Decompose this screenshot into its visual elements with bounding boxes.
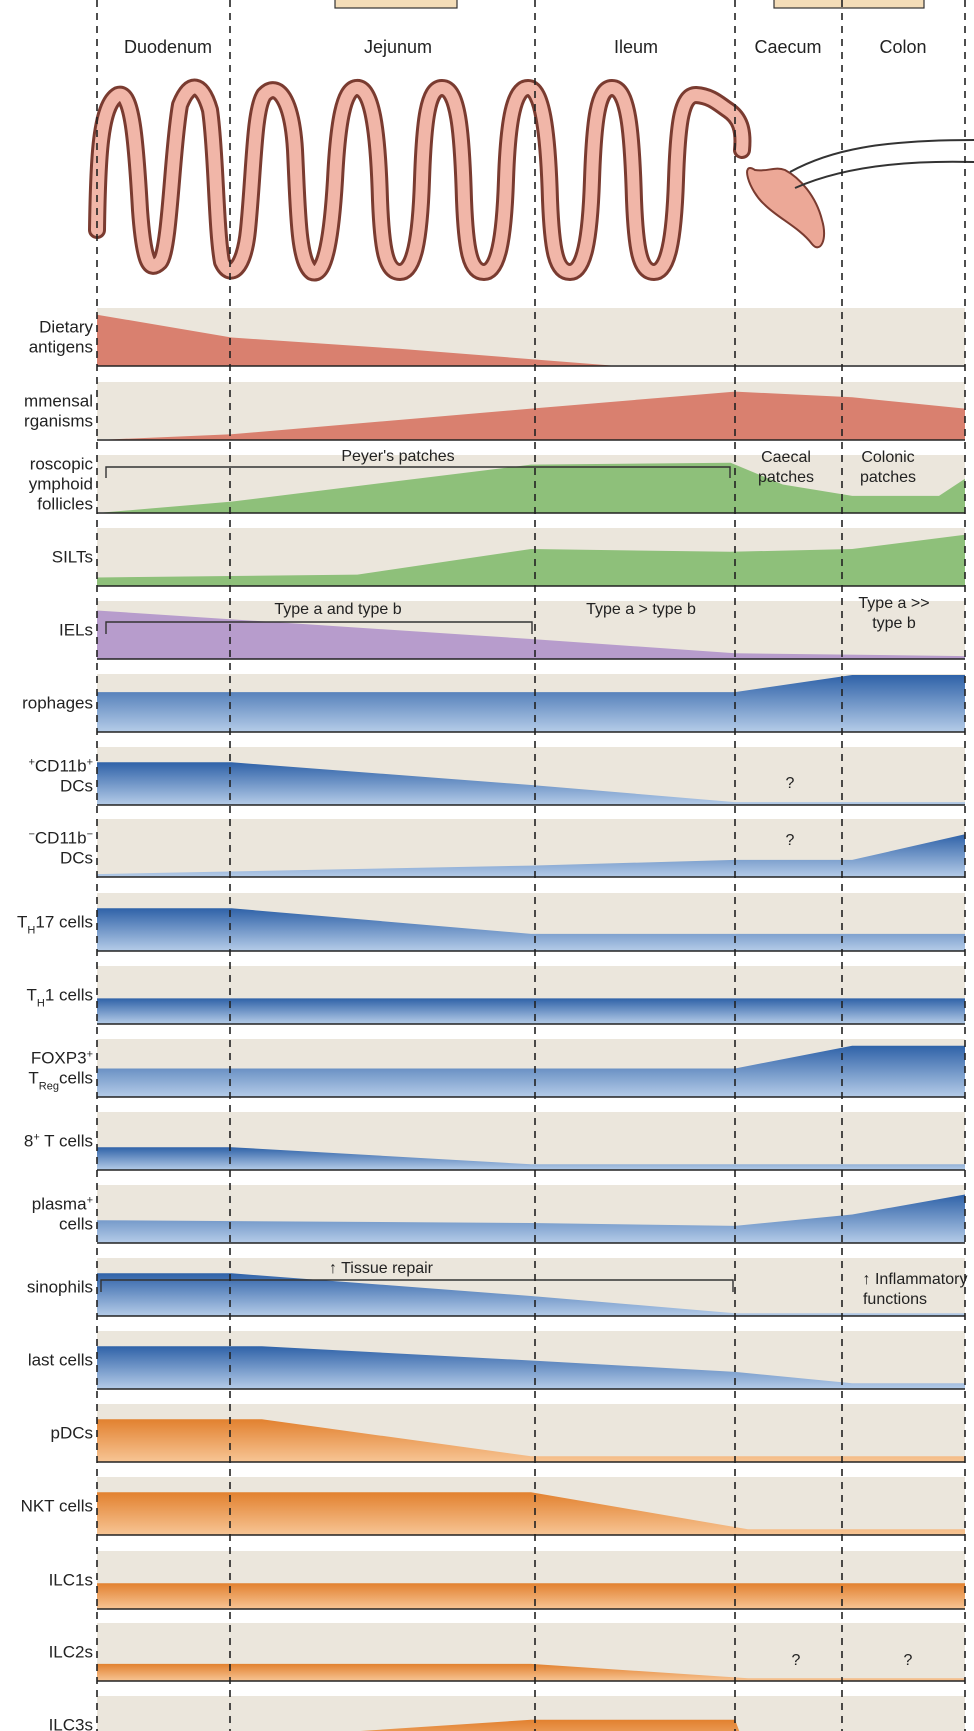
row-label: antigens <box>29 338 93 357</box>
annotation-peyers-patches: Peyer's patches <box>341 448 454 465</box>
row-macrophages: rophages <box>22 674 965 733</box>
region-jejunum: Jejunum <box>364 37 432 57</box>
row-profile-area <box>360 1719 740 1731</box>
row-profile-area <box>97 1045 965 1097</box>
row-profile-area <box>97 1663 965 1681</box>
question-ilc2-colon: ? <box>904 1652 913 1669</box>
row-profile-area <box>97 1147 965 1170</box>
row-ilc1: ILC1s <box>49 1551 965 1610</box>
annotation-iel-type-a-ggt-b-1: Type a >> <box>858 595 929 612</box>
annotation-colonic-1: Colonic <box>861 449 914 466</box>
row-th1: TH1 cells <box>26 966 965 1025</box>
row-label: IELs <box>59 621 93 640</box>
row-label: +CD11b+ <box>28 757 93 776</box>
row-label: TH1 cells <box>26 986 93 1010</box>
row-profile-area <box>97 1346 965 1389</box>
annotation-caecal-1: Caecal <box>761 449 811 466</box>
row-label: rophages <box>22 694 93 713</box>
row-label: ymphoid <box>29 475 93 494</box>
row-label: TRegcells <box>28 1069 93 1093</box>
row-label: pDCs <box>50 1424 93 1443</box>
row-label: mmensal <box>24 392 93 411</box>
row-ilc3: ILC3s <box>49 1696 965 1731</box>
row-profile-area <box>97 834 965 877</box>
row-label: sinophils <box>27 1278 93 1297</box>
row-label: −CD11b− <box>28 829 93 848</box>
region-colon: Colon <box>879 37 926 57</box>
row-nkt: NKT cells <box>21 1477 965 1536</box>
row-label: roscopic <box>30 455 94 474</box>
row-mast: last cells <box>28 1331 965 1390</box>
row-label: ILC3s <box>49 1716 93 1731</box>
row-label: last cells <box>28 1351 93 1370</box>
row-profile-area <box>97 610 965 659</box>
annotation-tissue-repair: ↑ Tissue repair <box>329 1260 434 1277</box>
row-label: TH17 cells <box>17 913 93 937</box>
row-iel: IELs <box>59 601 965 660</box>
annotation-iel-type-a-gt-b: Type a > type b <box>586 601 696 618</box>
row-label: Dietary <box>39 318 93 337</box>
annotation-caecal-2: patches <box>758 469 814 486</box>
row-label: cells <box>59 1215 93 1234</box>
row-profile-area <box>97 998 965 1024</box>
region-separators <box>96 0 966 1731</box>
question-cd11b-neg-caecum: ? <box>786 832 795 849</box>
row-profile-area <box>97 534 965 586</box>
row-profile-area <box>97 1492 965 1535</box>
row-label: rganisms <box>24 412 93 431</box>
row-label: DCs <box>60 777 93 796</box>
row-label: SILTs <box>52 548 93 567</box>
row-label: 8+ T cells <box>24 1132 93 1151</box>
region-caecum: Caecum <box>754 37 821 57</box>
small-intestine-header-box <box>334 0 458 9</box>
intestine-illustration <box>88 78 974 282</box>
row-iga_plasma: plasma+cells <box>32 1185 965 1244</box>
large-intestine-header-box <box>773 0 925 9</box>
row-label: plasma+ <box>32 1195 93 1214</box>
row-profile-area <box>97 391 965 440</box>
row-profile-area <box>97 314 965 366</box>
annotation-colonic-2: patches <box>860 469 916 486</box>
row-cd103_cd11b_neg: −CD11b−DCs <box>28 819 965 878</box>
row-cd8: 8+ T cells <box>24 1112 965 1171</box>
row-profile-area <box>97 1273 965 1316</box>
row-profile-area <box>97 908 965 951</box>
annotations: Peyer's patches Caecal patches Colonic p… <box>100 448 968 1669</box>
row-ilc2: ILC2s <box>49 1623 965 1682</box>
row-label: ILC1s <box>49 1571 93 1590</box>
row-profile-area <box>97 762 965 805</box>
row-label: follicles <box>37 495 93 514</box>
row-cd103_cd11b_pos: +CD11b+DCs <box>28 747 965 806</box>
row-profile-area <box>97 1419 965 1462</box>
question-cd11b-pos-caecum: ? <box>786 775 795 792</box>
row-pdc: pDCs <box>50 1404 965 1463</box>
row-profile-area <box>97 462 965 513</box>
row-silt: SILTs <box>52 528 965 587</box>
region-duodenum: Duodenum <box>124 37 212 57</box>
annotation-inflammatory-1: ↑ Inflammatory <box>863 1271 968 1288</box>
annotation-iel-type-a-ggt-b-2: type b <box>872 615 916 632</box>
annotation-inflammatory-2: functions <box>863 1291 927 1308</box>
annotation-iel-type-a-and-b: Type a and type b <box>274 601 401 618</box>
row-label: DCs <box>60 849 93 868</box>
row-label: NKT cells <box>21 1497 93 1516</box>
row-profile-area <box>97 675 965 732</box>
row-label: ILC2s <box>49 1643 93 1662</box>
question-ilc2-caecum: ? <box>792 1652 801 1669</box>
row-treg: FOXP3+TRegcells <box>28 1039 965 1098</box>
row-profile-area <box>97 1194 965 1243</box>
row-th17: TH17 cells <box>17 893 965 952</box>
row-profile-area <box>97 1583 965 1609</box>
row-label: FOXP3+ <box>31 1049 93 1068</box>
region-ileum: Ileum <box>614 37 658 57</box>
row-eosinophils: sinophils <box>27 1258 965 1317</box>
